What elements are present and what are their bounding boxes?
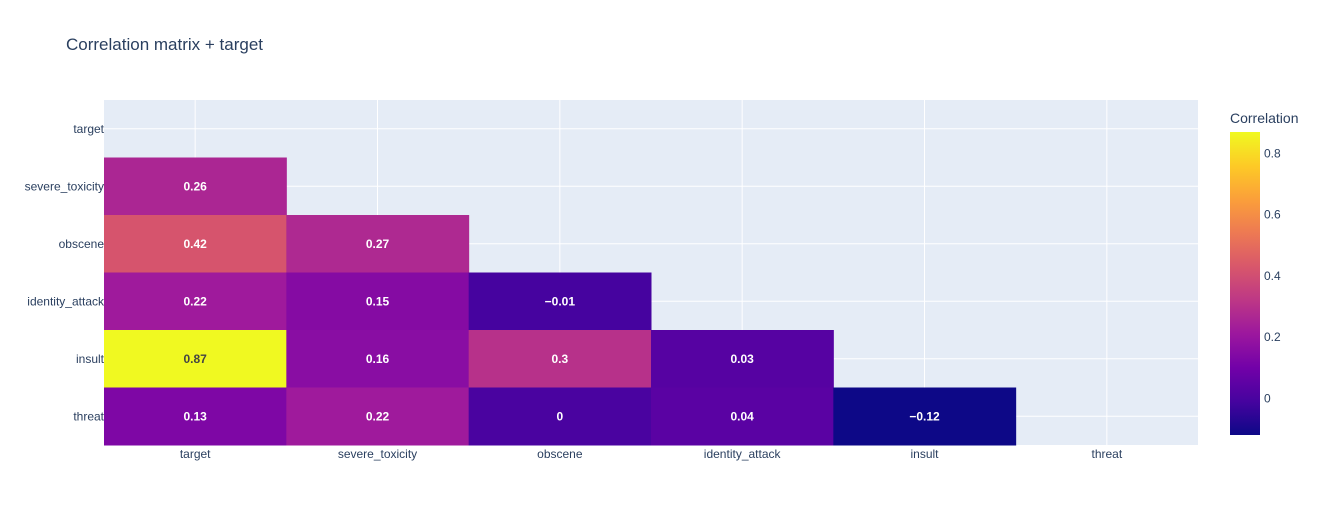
x-tick-label: target <box>180 447 211 461</box>
colorbar-tick-label: 0 <box>1264 391 1271 405</box>
cell-value-label: 0.22 <box>183 294 207 308</box>
x-tick-label: threat <box>1091 447 1122 461</box>
heatmap-cell <box>104 387 287 446</box>
chart-title: Correlation matrix + target <box>66 35 263 54</box>
colorbar-tick-label: 0.8 <box>1264 146 1281 160</box>
cell-value-label: −0.12 <box>909 409 940 423</box>
y-tick-label: severe_toxicity <box>25 179 104 193</box>
heatmap-cell <box>468 272 652 331</box>
heatmap-cell <box>833 387 1017 446</box>
colorbar-tick-label: 0.4 <box>1264 269 1281 283</box>
heatmap-cell <box>286 272 470 331</box>
cell-value-label: −0.01 <box>545 294 576 308</box>
heatmap-cell <box>286 387 470 446</box>
heatmap-cell <box>104 272 287 331</box>
cell-value-label: 0.15 <box>366 294 390 308</box>
heatmap-cell <box>468 387 652 446</box>
cell-value-label: 0.26 <box>183 179 207 193</box>
colorbar-tick-label: 0.2 <box>1264 330 1281 344</box>
heatmap-cells <box>104 157 1017 446</box>
y-tick-label: obscene <box>59 237 105 251</box>
x-tick-label: severe_toxicity <box>338 447 417 461</box>
cell-value-label: 0.13 <box>183 409 207 423</box>
cell-value-label: 0.16 <box>366 352 390 366</box>
heatmap-cell <box>104 215 287 273</box>
cell-value-label: 0.3 <box>551 352 568 366</box>
heatmap-cell <box>104 330 287 388</box>
cell-value-label: 0.03 <box>730 352 754 366</box>
y-tick-label: threat <box>73 409 104 423</box>
cell-value-label: 0.42 <box>183 237 207 251</box>
cell-value-label: 0.87 <box>183 352 207 366</box>
colorbar-ticks: 0 0.2 0.4 0.6 0.8 <box>1264 146 1281 405</box>
cell-value-label: 0 <box>556 409 563 423</box>
x-tick-label: obscene <box>537 447 583 461</box>
y-tick-label: identity_attack <box>27 294 105 308</box>
heatmap-cell <box>286 330 470 388</box>
colorbar-tick-label: 0.6 <box>1264 208 1281 222</box>
heatmap-cell <box>286 215 470 273</box>
heatmap-cell <box>651 330 834 388</box>
cell-value-label: 0.04 <box>730 409 754 423</box>
heatmap-cell <box>651 387 834 446</box>
colorbar: Correlation 0 0.2 0.4 0.6 0.8 <box>1230 110 1298 435</box>
y-tick-label: target <box>73 122 104 136</box>
y-tick-label: insult <box>76 352 105 366</box>
heatmap-cell <box>104 157 287 216</box>
x-tick-label: insult <box>910 447 939 461</box>
x-axis-ticks: target severe_toxicity obscene identity_att… <box>180 447 1123 461</box>
cell-labels: 0.26 0.42 0.27 0.22 0.15 −0.01 0.87 0.16 0.3 0.03… <box>183 179 940 423</box>
cell-value-label: 0.27 <box>366 237 390 251</box>
colorbar-gradient <box>1230 132 1260 435</box>
colorbar-title: Correlation <box>1230 110 1298 126</box>
cell-value-label: 0.22 <box>366 409 390 423</box>
heatmap-cell <box>468 330 652 388</box>
x-tick-label: identity_attack <box>704 447 782 461</box>
